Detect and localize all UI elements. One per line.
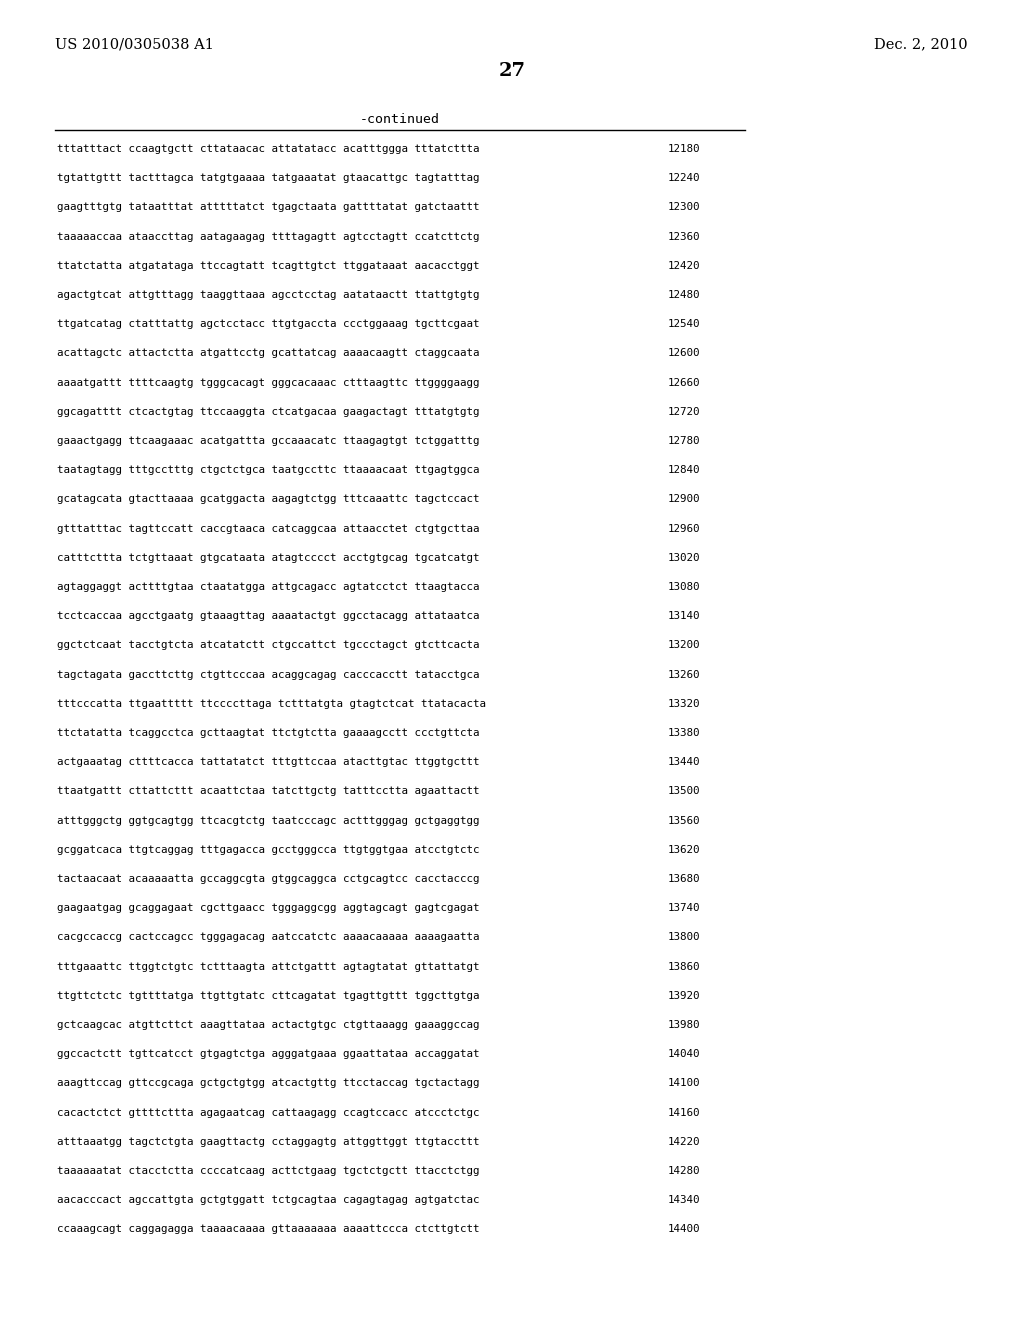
Text: 13320: 13320 [668,698,700,709]
Text: 12720: 12720 [668,407,700,417]
Text: cacactctct gttttcttta agagaatcag cattaagagg ccagtccacc atccctctgc: cacactctct gttttcttta agagaatcag cattaag… [57,1107,479,1118]
Text: US 2010/0305038 A1: US 2010/0305038 A1 [55,37,214,51]
Text: taaaaaatat ctacctctta ccccatcaag acttctgaag tgctctgctt ttacctctgg: taaaaaatat ctacctctta ccccatcaag acttctg… [57,1166,479,1176]
Text: acattagctc attactctta atgattcctg gcattatcag aaaacaagtt ctaggcaata: acattagctc attactctta atgattcctg gcattat… [57,348,479,359]
Text: cacgccaccg cactccagcc tgggagacag aatccatctc aaaacaaaaa aaaagaatta: cacgccaccg cactccagcc tgggagacag aatccat… [57,932,479,942]
Text: ggcagatttt ctcactgtag ttccaaggta ctcatgacaa gaagactagt tttatgtgtg: ggcagatttt ctcactgtag ttccaaggta ctcatga… [57,407,479,417]
Text: 12780: 12780 [668,436,700,446]
Text: 14100: 14100 [668,1078,700,1089]
Text: 13560: 13560 [668,816,700,825]
Text: taatagtagg tttgcctttg ctgctctgca taatgccttc ttaaaacaat ttgagtggca: taatagtagg tttgcctttg ctgctctgca taatgcc… [57,465,479,475]
Text: 13080: 13080 [668,582,700,591]
Text: tttatttact ccaagtgctt cttataacac attatatacc acatttggga tttatcttta: tttatttact ccaagtgctt cttataacac attatat… [57,144,479,154]
Text: atttaaatgg tagctctgta gaagttactg cctaggagtg attggttggt ttgtaccttt: atttaaatgg tagctctgta gaagttactg cctagga… [57,1137,479,1147]
Text: 12420: 12420 [668,261,700,271]
Text: 12300: 12300 [668,202,700,213]
Text: 14160: 14160 [668,1107,700,1118]
Text: aacacccact agccattgta gctgtggatt tctgcagtaa cagagtagag agtgatctac: aacacccact agccattgta gctgtggatt tctgcag… [57,1195,479,1205]
Text: ttgatcatag ctatttattg agctcctacc ttgtgaccta ccctggaaag tgcttcgaat: ttgatcatag ctatttattg agctcctacc ttgtgac… [57,319,479,329]
Text: 12540: 12540 [668,319,700,329]
Text: 13200: 13200 [668,640,700,651]
Text: gcatagcata gtacttaaaa gcatggacta aagagtctgg tttcaaattc tagctccact: gcatagcata gtacttaaaa gcatggacta aagagtc… [57,495,479,504]
Text: 12840: 12840 [668,465,700,475]
Text: ttgttctctc tgttttatga ttgttgtatc cttcagatat tgagttgttt tggcttgtga: ttgttctctc tgttttatga ttgttgtatc cttcaga… [57,991,479,1001]
Text: atttgggctg ggtgcagtgg ttcacgtctg taatcccagc actttgggag gctgaggtgg: atttgggctg ggtgcagtgg ttcacgtctg taatccc… [57,816,479,825]
Text: 12600: 12600 [668,348,700,359]
Text: -continued: -continued [360,114,440,125]
Text: 13440: 13440 [668,758,700,767]
Text: 13980: 13980 [668,1020,700,1030]
Text: ttaatgattt cttattcttt acaattctaa tatcttgctg tatttcctta agaattactt: ttaatgattt cttattcttt acaattctaa tatcttg… [57,787,479,796]
Text: tttcccatta ttgaattttt ttccccttaga tctttatgta gtagtctcat ttatacacta: tttcccatta ttgaattttt ttccccttaga tcttta… [57,698,486,709]
Text: gaaactgagg ttcaagaaac acatgattta gccaaacatc ttaagagtgt tctggatttg: gaaactgagg ttcaagaaac acatgattta gccaaac… [57,436,479,446]
Text: ggctctcaat tacctgtcta atcatatctt ctgccattct tgccctagct gtcttcacta: ggctctcaat tacctgtcta atcatatctt ctgccat… [57,640,479,651]
Text: tagctagata gaccttcttg ctgttcccaa acaggcagag cacccacctt tatacctgca: tagctagata gaccttcttg ctgttcccaa acaggca… [57,669,479,680]
Text: 13500: 13500 [668,787,700,796]
Text: 13380: 13380 [668,729,700,738]
Text: 12900: 12900 [668,495,700,504]
Text: gtttatttac tagttccatt caccgtaaca catcaggcaa attaacctet ctgtgcttaa: gtttatttac tagttccatt caccgtaaca catcagg… [57,524,479,533]
Text: agactgtcat attgtttagg taaggttaaa agcctcctag aatataactt ttattgtgtg: agactgtcat attgtttagg taaggttaaa agcctcc… [57,290,479,300]
Text: tcctcaccaa agcctgaatg gtaaagttag aaaatactgt ggcctacagg attataatca: tcctcaccaa agcctgaatg gtaaagttag aaaatac… [57,611,479,622]
Text: 12960: 12960 [668,524,700,533]
Text: 13920: 13920 [668,991,700,1001]
Text: ccaaagcagt caggagagga taaaacaaaa gttaaaaaaa aaaattccca ctcttgtctt: ccaaagcagt caggagagga taaaacaaaa gttaaaa… [57,1225,479,1234]
Text: 13020: 13020 [668,553,700,562]
Text: 13740: 13740 [668,903,700,913]
Text: catttcttta tctgttaaat gtgcataata atagtcccct acctgtgcag tgcatcatgt: catttcttta tctgttaaat gtgcataata atagtcc… [57,553,479,562]
Text: agtaggaggt acttttgtaa ctaatatgga attgcagacc agtatcctct ttaagtacca: agtaggaggt acttttgtaa ctaatatgga attgcag… [57,582,479,591]
Text: gcggatcaca ttgtcaggag tttgagacca gcctgggcca ttgtggtgaa atcctgtctc: gcggatcaca ttgtcaggag tttgagacca gcctggg… [57,845,479,855]
Text: aaagttccag gttccgcaga gctgctgtgg atcactgttg ttcctaccag tgctactagg: aaagttccag gttccgcaga gctgctgtgg atcactg… [57,1078,479,1089]
Text: 12360: 12360 [668,231,700,242]
Text: gaagaatgag gcaggagaat cgcttgaacc tgggaggcgg aggtagcagt gagtcgagat: gaagaatgag gcaggagaat cgcttgaacc tgggagg… [57,903,479,913]
Text: 12240: 12240 [668,173,700,183]
Text: 13260: 13260 [668,669,700,680]
Text: 12180: 12180 [668,144,700,154]
Text: 13860: 13860 [668,961,700,972]
Text: tttgaaattc ttggtctgtc tctttaagta attctgattt agtagtatat gttattatgt: tttgaaattc ttggtctgtc tctttaagta attctga… [57,961,479,972]
Text: Dec. 2, 2010: Dec. 2, 2010 [874,37,968,51]
Text: 27: 27 [499,62,525,81]
Text: taaaaaccaa ataaccttag aatagaagag ttttagagtt agtcctagtt ccatcttctg: taaaaaccaa ataaccttag aatagaagag ttttaga… [57,231,479,242]
Text: 14280: 14280 [668,1166,700,1176]
Text: 12660: 12660 [668,378,700,388]
Text: tactaacaat acaaaaatta gccaggcgta gtggcaggca cctgcagtcc cacctacccg: tactaacaat acaaaaatta gccaggcgta gtggcag… [57,874,479,884]
Text: gctcaagcac atgttcttct aaagttataa actactgtgc ctgttaaagg gaaaggccag: gctcaagcac atgttcttct aaagttataa actactg… [57,1020,479,1030]
Text: gaagtttgtg tataatttat atttttatct tgagctaata gattttatat gatctaattt: gaagtttgtg tataatttat atttttatct tgagcta… [57,202,479,213]
Text: 14040: 14040 [668,1049,700,1059]
Text: 12480: 12480 [668,290,700,300]
Text: actgaaatag cttttcacca tattatatct tttgttccaa atacttgtac ttggtgcttt: actgaaatag cttttcacca tattatatct tttgttc… [57,758,479,767]
Text: ttatctatta atgatataga ttccagtatt tcagttgtct ttggataaat aacacctggt: ttatctatta atgatataga ttccagtatt tcagttg… [57,261,479,271]
Text: aaaatgattt ttttcaagtg tgggcacagt gggcacaaac ctttaagttc ttggggaagg: aaaatgattt ttttcaagtg tgggcacagt gggcaca… [57,378,479,388]
Text: ttctatatta tcaggcctca gcttaagtat ttctgtctta gaaaagcctt ccctgttcta: ttctatatta tcaggcctca gcttaagtat ttctgtc… [57,729,479,738]
Text: 14400: 14400 [668,1225,700,1234]
Text: 13620: 13620 [668,845,700,855]
Text: ggccactctt tgttcatcct gtgagtctga agggatgaaa ggaattataa accaggatat: ggccactctt tgttcatcct gtgagtctga agggatg… [57,1049,479,1059]
Text: 13140: 13140 [668,611,700,622]
Text: 14340: 14340 [668,1195,700,1205]
Text: 13680: 13680 [668,874,700,884]
Text: 13800: 13800 [668,932,700,942]
Text: 14220: 14220 [668,1137,700,1147]
Text: tgtattgttt tactttagca tatgtgaaaa tatgaaatat gtaacattgc tagtatttag: tgtattgttt tactttagca tatgtgaaaa tatgaaa… [57,173,479,183]
